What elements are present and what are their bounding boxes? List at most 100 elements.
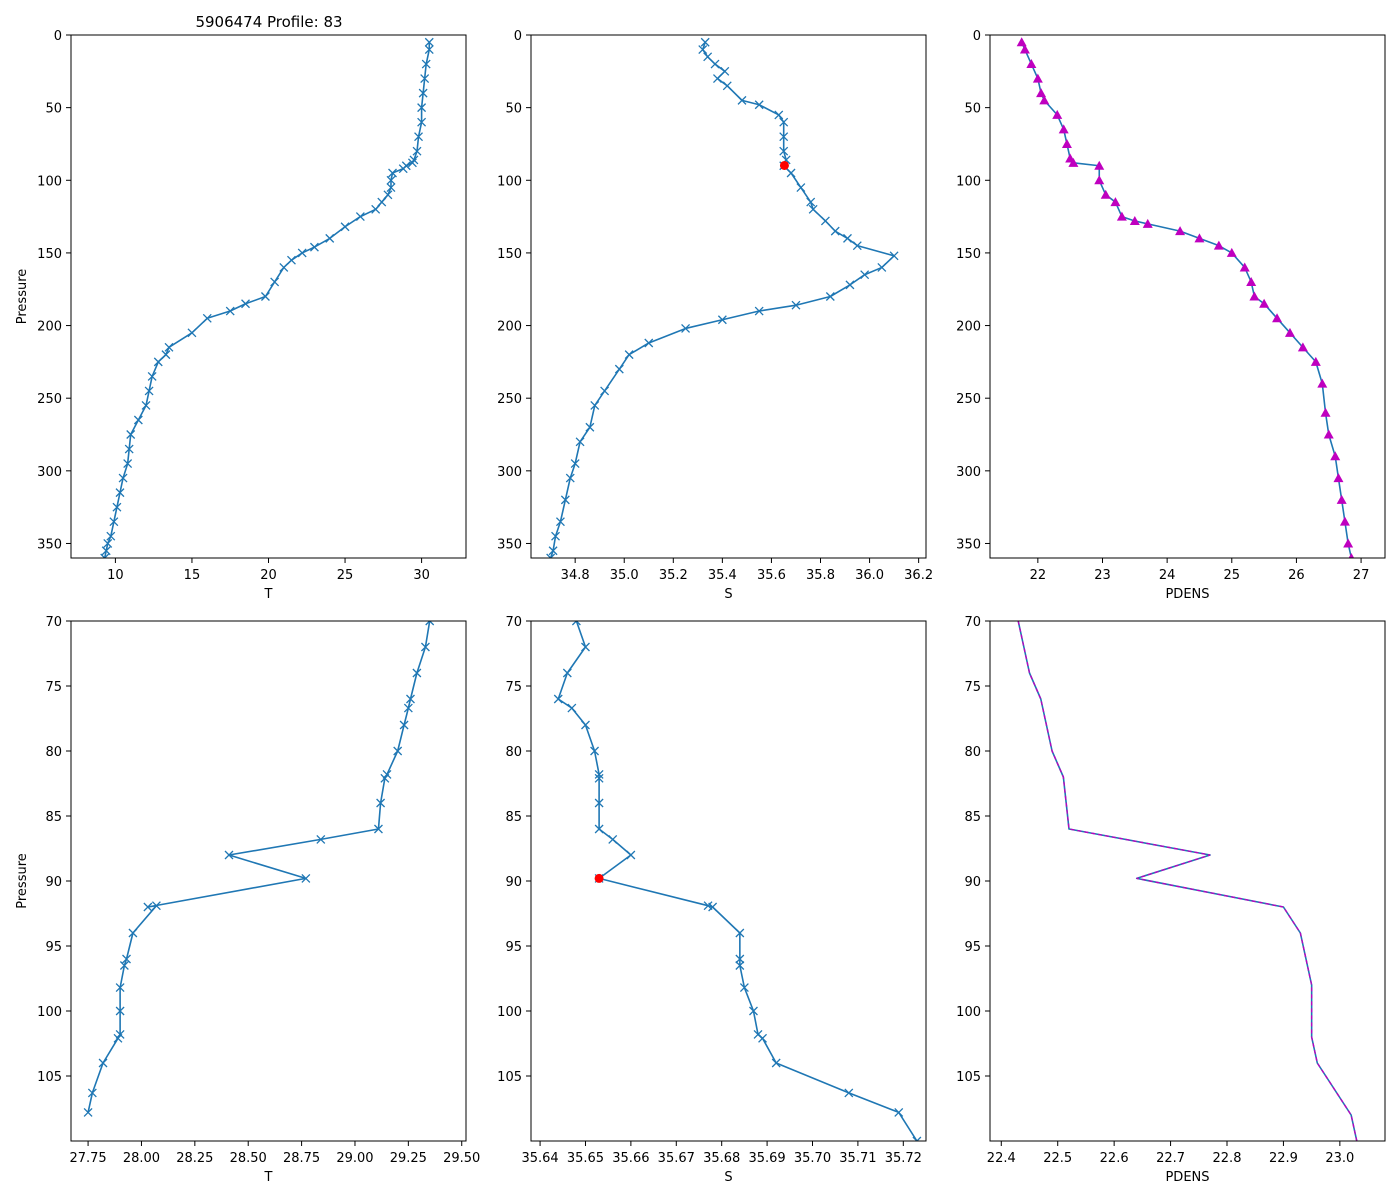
- data-point-marker: [399, 720, 409, 730]
- data-point-marker: [1339, 516, 1350, 526]
- data-point-marker: [388, 168, 397, 178]
- data-point-marker: [698, 45, 708, 54]
- data-point-marker: [1343, 538, 1354, 548]
- data-point-marker: [87, 1088, 97, 1098]
- y-tick-label: 70: [45, 615, 62, 630]
- highlight-point: [594, 873, 604, 883]
- data-point-marker: [624, 350, 634, 360]
- data-point-marker: [1226, 247, 1237, 257]
- data-point-marker: [806, 197, 816, 207]
- data-point-marker: [608, 834, 618, 844]
- data-point-marker: [1094, 175, 1105, 185]
- y-tick-label: 200: [497, 320, 522, 335]
- y-tick-label: 200: [37, 320, 62, 335]
- y-tick-label: 100: [37, 1005, 62, 1020]
- data-point-marker: [164, 342, 174, 352]
- x-tick-label: 36.0: [855, 568, 884, 583]
- x-axis-label: T: [264, 1170, 273, 1185]
- figure-title: 5906474 Profile: 83: [195, 13, 342, 31]
- series-line: [549, 42, 895, 558]
- data-point-marker: [425, 621, 435, 626]
- data-point-marker: [126, 430, 136, 439]
- data-point-marker: [735, 928, 745, 938]
- data-point-marker: [735, 961, 745, 970]
- y-tick-label: 75: [964, 680, 981, 695]
- data-point-marker: [808, 204, 818, 214]
- data-point-marker: [309, 242, 319, 252]
- axes-frame: [530, 34, 927, 559]
- data-point-marker: [575, 437, 585, 447]
- x-tick-label: 25: [337, 568, 354, 583]
- y-tick-label: 85: [964, 810, 981, 825]
- x-tick-label: 35.0: [610, 568, 639, 583]
- data-point-marker: [1249, 291, 1260, 301]
- data-point-marker: [128, 928, 138, 938]
- x-tick-label: 35.67: [658, 1151, 695, 1166]
- data-point-marker: [1094, 160, 1105, 170]
- data-point-marker: [774, 110, 784, 120]
- data-point-marker: [825, 292, 835, 301]
- data-point-marker: [1259, 298, 1270, 308]
- data-point-marker: [749, 1006, 758, 1016]
- y-tick-label: 50: [964, 102, 981, 117]
- data-point-marker: [845, 280, 855, 290]
- y-tick-label: 100: [497, 1005, 522, 1020]
- data-point-marker: [877, 262, 887, 272]
- x-tick-label: 10: [107, 568, 124, 583]
- data-point-marker: [424, 45, 434, 54]
- data-point-marker: [710, 59, 720, 69]
- y-tick-label: 300: [956, 465, 981, 480]
- data-point-marker: [820, 216, 830, 226]
- y-tick-label: 105: [497, 1070, 522, 1085]
- data-point-marker: [1068, 157, 1079, 167]
- data-point-marker: [141, 400, 151, 410]
- data-point-marker: [144, 386, 154, 396]
- x-axis-label: T: [264, 587, 273, 602]
- chart-panel-temp_zoom: 27.75 28.00 28.25 28.50 28.75 29.00 29.25 29.50…: [15, 615, 480, 1185]
- data-point-marker: [412, 146, 422, 156]
- y-tick-label: 100: [956, 1005, 981, 1020]
- data-point-marker: [1039, 95, 1050, 105]
- data-point-marker: [355, 212, 365, 222]
- data-point-marker: [1323, 429, 1334, 439]
- data-point-marker: [708, 902, 718, 912]
- data-point-marker: [779, 117, 789, 127]
- data-point-marker: [581, 642, 590, 652]
- data-point-marker: [1142, 218, 1153, 228]
- y-tick-label: 150: [956, 247, 981, 262]
- data-point-marker: [279, 262, 289, 272]
- x-axis-label: S: [724, 587, 732, 602]
- data-point-marker: [713, 74, 722, 84]
- data-point-marker: [340, 222, 350, 232]
- data-point-marker: [119, 961, 129, 970]
- data-point-marker: [600, 386, 610, 396]
- y-axis-label: Pressure: [15, 853, 30, 909]
- x-axis-label: PDENS: [1165, 587, 1209, 602]
- y-tick-label: 250: [37, 392, 62, 407]
- data-point-marker: [614, 364, 624, 374]
- x-tick-label: 35.71: [839, 1151, 876, 1166]
- x-tick-label: 28.25: [176, 1151, 213, 1166]
- x-tick-label: 35.66: [612, 1151, 649, 1166]
- y-tick-label: 95: [45, 940, 62, 955]
- data-point-marker: [113, 1033, 123, 1043]
- x-tick-label: 35.8: [806, 568, 835, 583]
- data-point-marker: [187, 328, 197, 338]
- data-point-marker: [1110, 197, 1121, 207]
- y-tick-label: 200: [956, 320, 981, 335]
- x-tick-label: 34.8: [561, 568, 590, 583]
- x-tick-label: 28.75: [283, 1151, 320, 1166]
- data-point-marker: [371, 204, 381, 214]
- x-tick-label: 35.4: [708, 568, 737, 583]
- y-tick-label: 105: [956, 1070, 981, 1085]
- data-point-marker: [143, 902, 153, 912]
- data-point-marker: [376, 798, 386, 808]
- data-point-marker: [1175, 226, 1186, 236]
- data-point-marker: [1348, 553, 1355, 558]
- chart-panel-pdens_zoom: 22.4 22.5 22.6 22.7 22.8 22.9 23.0 70 75 80 85 90 95…: [956, 615, 1386, 1185]
- data-point-marker: [118, 473, 128, 483]
- y-tick-label: 350: [37, 537, 62, 552]
- chart-panel-pdens_full: 22 23 24 25 26 27 0 50 100 150 200 250 300 350 PDENS: [956, 29, 1386, 602]
- data-layer: [100, 37, 434, 558]
